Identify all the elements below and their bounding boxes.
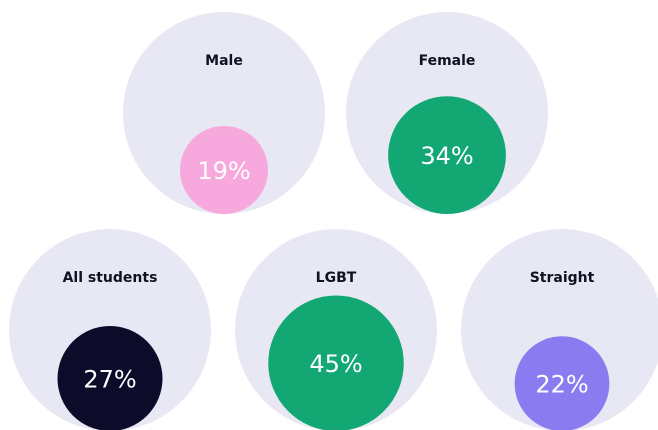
category-label: Straight [530, 270, 595, 286]
value-circle [268, 295, 404, 430]
category-label: LGBT [316, 270, 357, 286]
category-label: Female [419, 53, 476, 69]
value-label: 45% [309, 350, 362, 378]
value-label: 27% [83, 366, 136, 394]
value-label: 19% [197, 157, 250, 185]
value-circle [514, 336, 610, 430]
value-circle [57, 326, 163, 430]
value-circle [179, 125, 269, 214]
outer-circle [123, 12, 325, 214]
category-label: Male [205, 53, 243, 69]
value-circle [388, 96, 506, 214]
value-label: 22% [535, 371, 588, 399]
value-label: 34% [420, 142, 473, 170]
category-label: All students [63, 270, 158, 286]
